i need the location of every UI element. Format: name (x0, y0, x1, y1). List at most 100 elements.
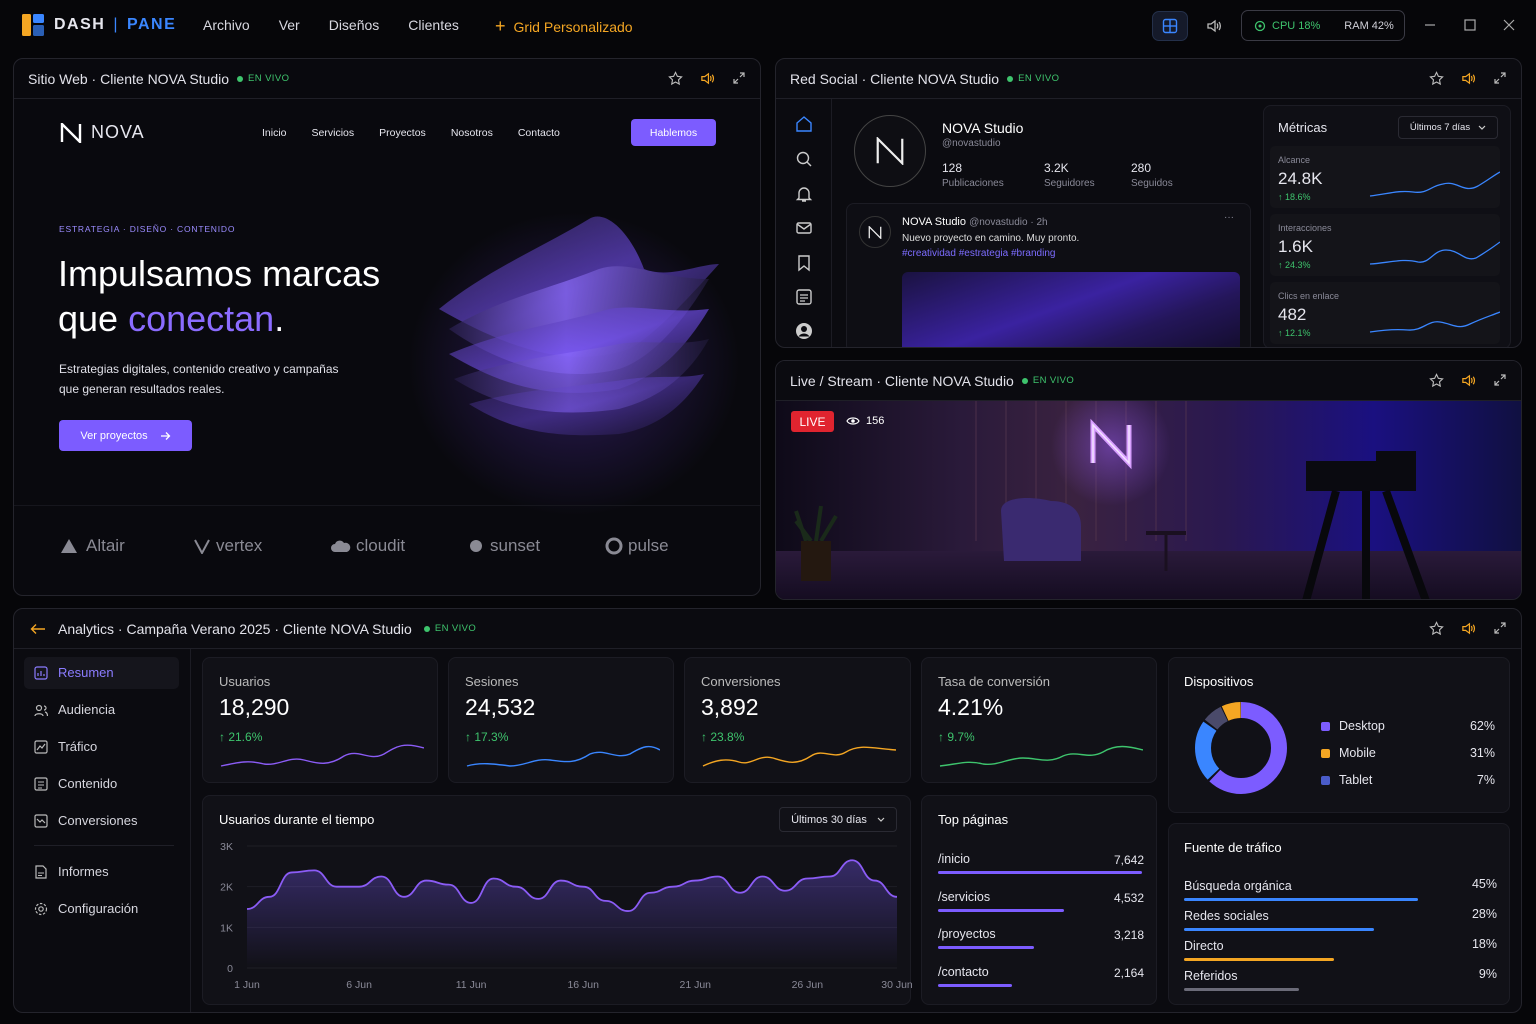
expand-icon[interactable] (1491, 371, 1509, 389)
site-logo[interactable]: NOVA (60, 122, 145, 143)
site-nav: Inicio Servicios Proyectos Nosotros Cont… (262, 127, 560, 139)
hablemos-button[interactable]: Hablemos (631, 119, 716, 146)
site-nav-contacto[interactable]: Contacto (517, 127, 560, 139)
live-status: EN VIVO (1007, 73, 1059, 84)
tasa-sparkline (939, 745, 1143, 767)
y-tick-label: 1K (220, 922, 233, 934)
content-icon (34, 776, 48, 791)
speaker-icon[interactable] (698, 69, 716, 87)
metrics-range-select[interactable]: Últimos 7 días (1398, 116, 1498, 139)
search-icon[interactable] (795, 150, 813, 168)
mail-icon[interactable] (795, 219, 813, 237)
expand-icon[interactable] (730, 69, 748, 87)
live-status: EN VIVO (237, 73, 289, 84)
audio-button[interactable] (1196, 11, 1232, 41)
users-icon (34, 704, 48, 716)
star-icon[interactable] (1427, 619, 1445, 637)
x-tick-label: 6 Jun (346, 979, 372, 991)
expand-icon[interactable] (1491, 69, 1509, 87)
top-page-row[interactable]: /contacto 2,164 (938, 963, 1144, 987)
legend-mobile: Mobile (1321, 746, 1376, 760)
nav-resumen[interactable]: Resumen (34, 665, 114, 680)
sunset-logo-icon (470, 540, 482, 552)
bell-icon[interactable] (795, 185, 813, 203)
nav-informes[interactable]: Informes (34, 864, 109, 879)
chart-title: Usuarios durante el tiempo (219, 812, 375, 827)
bookmark-icon[interactable] (795, 254, 813, 272)
top-page-row[interactable]: /inicio 7,642 (938, 850, 1144, 874)
site-nav-nosotros[interactable]: Nosotros (450, 127, 493, 139)
nav-trafico[interactable]: Tráfico (34, 739, 97, 754)
menu-archivo[interactable]: Archivo (203, 17, 250, 33)
alcance-sparkline (1369, 171, 1500, 197)
menu-disenos[interactable]: Diseños (328, 17, 380, 33)
site-nav-servicios[interactable]: Servicios (311, 127, 355, 139)
menu-ver[interactable]: Ver (278, 17, 300, 33)
close-button[interactable] (1499, 15, 1519, 35)
post-more-icon[interactable]: ··· (1224, 212, 1234, 223)
kpi-tasa-conversion: Tasa de conversión 4.21% ↑ 9.7% (921, 657, 1157, 783)
minimize-button[interactable] (1420, 15, 1440, 35)
nav-active-bg (24, 657, 179, 689)
cpu-icon (1254, 20, 1266, 31)
traffic-source-title: Fuente de tráfico (1184, 840, 1282, 855)
nav-contenido[interactable]: Contenido (34, 776, 117, 791)
site-nav-proyectos[interactable]: Proyectos (379, 127, 426, 139)
top-page-row[interactable]: /servicios 4,532 (938, 888, 1144, 912)
chevron-down-icon (877, 817, 885, 822)
home-icon[interactable] (795, 115, 813, 133)
analytics-panel: Analytics · Campaña Verano 2025 · Client… (13, 608, 1522, 1013)
cloud-logo-icon (331, 540, 351, 552)
social-panel: Red Social · Cliente NOVA Studio EN VIVO… (775, 58, 1522, 348)
grid-icon (1162, 18, 1178, 34)
profile-name: NOVA Studio (942, 120, 1024, 136)
post-tags: #creatividad #estrategia #branding (902, 248, 1056, 259)
avatar[interactable] (854, 115, 926, 187)
nav-audiencia[interactable]: Audiencia (34, 702, 115, 717)
devices-title: Dispositivos (1184, 674, 1254, 689)
system-monitor[interactable]: CPU 18% RAM 42% (1241, 10, 1405, 41)
layout-grid-button[interactable] (1152, 11, 1188, 41)
post-card[interactable]: NOVA Studio @novastudio · 2h Nuevo proye… (846, 203, 1251, 347)
plus-icon: + (495, 16, 506, 36)
speaker-icon (1207, 19, 1221, 33)
gear-icon (34, 902, 48, 915)
expand-icon[interactable] (1491, 619, 1509, 637)
chart-range-select[interactable]: Últimos 30 días (779, 807, 897, 832)
menu-clientes[interactable]: Clientes (408, 17, 459, 33)
top-page-row[interactable]: /proyectos 3,218 (938, 925, 1144, 949)
site-nav-inicio[interactable]: Inicio (262, 127, 287, 139)
star-icon[interactable] (1427, 69, 1445, 87)
maximize-button[interactable] (1460, 15, 1480, 35)
viewer-count: 156 (846, 415, 884, 427)
nav-conversiones[interactable]: Conversiones (34, 813, 138, 828)
post-text: Nuevo proyecto en camino. Muy pronto. (902, 233, 1080, 244)
conversion-icon (34, 813, 48, 828)
usuarios-sparkline (220, 744, 424, 767)
report-icon (35, 864, 47, 879)
post-avatar (859, 216, 891, 248)
panel-title: Red Social · Cliente NOVA Studio (790, 70, 1000, 87)
dashboard-icon (34, 665, 48, 680)
stream-video[interactable]: LIVE 156 (776, 386, 1521, 599)
nova-logo-icon (876, 137, 904, 165)
y-tick-label: 3K (220, 841, 233, 853)
star-icon[interactable] (1427, 371, 1445, 389)
nav-configuracion[interactable]: Configuración (34, 901, 138, 916)
x-tick-label: 26 Jun (792, 979, 824, 991)
hero-description: Estrategias digitales, contenido creativ… (59, 362, 339, 396)
speaker-icon[interactable] (1459, 69, 1477, 87)
back-arrow-icon[interactable] (30, 623, 46, 635)
speaker-icon[interactable] (1459, 619, 1477, 637)
cpu-usage: CPU 18% (1272, 19, 1321, 32)
custom-grid-button[interactable]: + Grid Personalizado (495, 16, 633, 36)
speaker-icon[interactable] (1459, 371, 1477, 389)
y-tick-label: 0 (227, 963, 233, 975)
panel-title: Live / Stream · Cliente NOVA Studio (790, 372, 1014, 389)
profile-icon[interactable] (795, 322, 813, 340)
list-icon[interactable] (795, 288, 813, 306)
star-icon[interactable] (666, 69, 684, 87)
ver-proyectos-button[interactable]: Ver proyectos (59, 420, 192, 451)
analytics-sidebar: Resumen Audiencia Tráfico Contenido Conv… (14, 649, 191, 1012)
panel-title: Sitio Web · Cliente NOVA Studio (28, 70, 230, 87)
